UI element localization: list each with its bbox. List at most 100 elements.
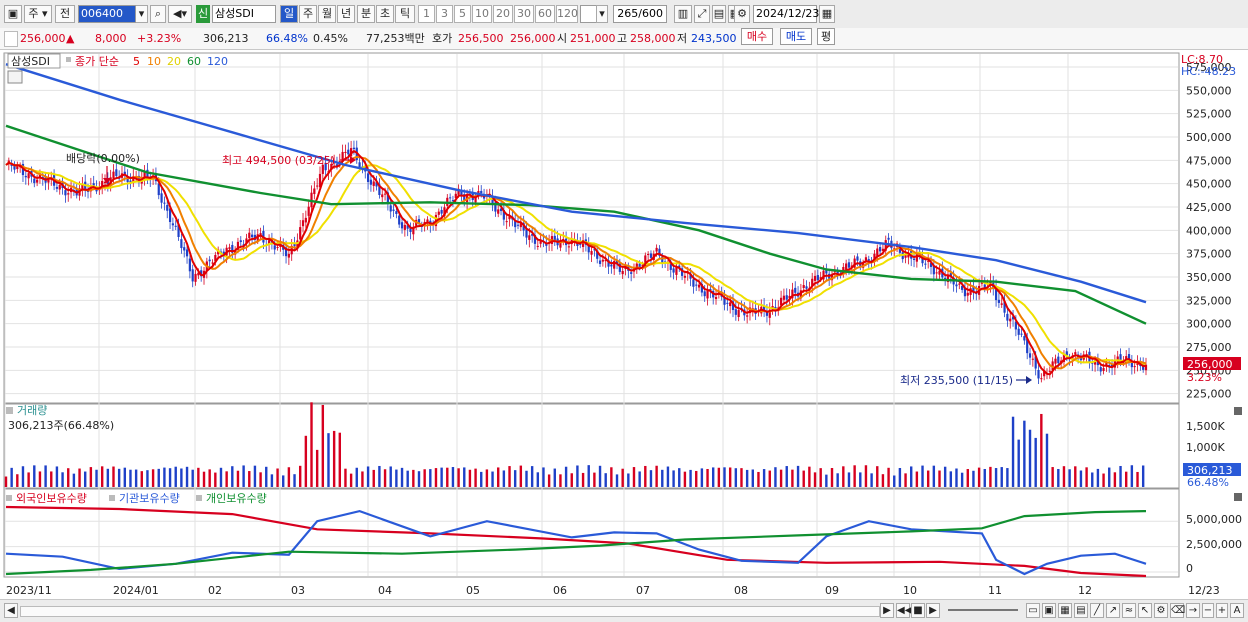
grid-icon[interactable]: ▤ (1074, 603, 1088, 618)
volume-bar (10, 467, 13, 487)
stock-name-tag[interactable] (7, 53, 61, 69)
minute-5[interactable]: 5 (454, 5, 471, 23)
volume-axis-1500k: 1,500K (1186, 420, 1225, 433)
scroll-left-icon[interactable]: ◀ (4, 603, 18, 618)
candle-body (1057, 356, 1060, 364)
x-label-06: 06 (553, 584, 567, 597)
candle-body (358, 162, 361, 169)
stock-chart[interactable]: 575,000 550,000 525,000 500,000 475,000 450,0… (0, 50, 1248, 599)
calendar-icon[interactable]: ▦ (819, 5, 835, 23)
buy-button[interactable]: 매수 (741, 28, 773, 45)
settings-icon[interactable]: ⚙ (1154, 603, 1168, 618)
stock-name-field[interactable]: 삼성SDI (212, 5, 276, 23)
plus-icon[interactable]: + (1216, 603, 1228, 618)
candle-body (618, 263, 621, 272)
holdings-close-icon[interactable] (1234, 493, 1242, 501)
scope-select[interactable]: 전 (55, 5, 75, 23)
candle-body (92, 183, 95, 186)
volume-bar (615, 474, 619, 487)
candle-icon[interactable]: ▥ (674, 5, 692, 23)
tab-month[interactable]: 월 (318, 5, 336, 23)
candle-body (980, 282, 984, 284)
volume-bar (926, 470, 930, 487)
zoom-out-icon[interactable]: ▭ (1026, 603, 1040, 618)
split-icon[interactable]: ▤ (712, 5, 726, 23)
table-icon[interactable] (7, 70, 23, 84)
draw-line-icon[interactable]: ╱ (1090, 603, 1104, 618)
price-axis-label: 350,000 (1186, 271, 1232, 284)
count-field[interactable]: 265/600 (613, 5, 667, 23)
arrow-icon[interactable]: → (1186, 603, 1200, 618)
custom-period-dropdown-icon[interactable]: ▾ (596, 5, 608, 23)
x-label-04: 04 (378, 584, 392, 597)
zoom-in-icon[interactable]: ▣ (1042, 603, 1056, 618)
candle-body (166, 204, 169, 211)
volume-close-icon[interactable] (1234, 407, 1242, 415)
candle-body (406, 225, 409, 229)
minute-30[interactable]: 30 (514, 5, 534, 23)
volume-bar (700, 468, 704, 487)
code-dropdown-icon[interactable]: ▾ (136, 5, 148, 23)
speaker-icon[interactable]: ◀▾ (168, 5, 192, 23)
pointer-icon[interactable]: ↖ (1138, 603, 1152, 618)
minute-20[interactable]: 20 (493, 5, 513, 23)
stop-icon[interactable]: ■ (911, 603, 925, 618)
tab-week[interactable]: 주 (299, 5, 317, 23)
zoom-slider[interactable] (948, 609, 1018, 611)
search-icon[interactable]: ⌕ (150, 5, 166, 23)
tab-day[interactable]: 일 (280, 5, 298, 23)
tab-year[interactable]: 년 (337, 5, 355, 23)
candle-body (417, 219, 421, 224)
erase-icon[interactable]: ⌫ (1170, 603, 1186, 618)
trend-icon[interactable]: ↗ (1106, 603, 1120, 618)
volume-bar (842, 466, 845, 487)
candle-body (316, 185, 319, 187)
minute-60[interactable]: 60 (535, 5, 555, 23)
play-icon[interactable]: ▶ (926, 603, 940, 618)
tab-second[interactable]: 초 (376, 5, 394, 23)
candle-body (284, 247, 288, 257)
volume-bar (819, 468, 822, 487)
layout-icon[interactable]: ▦ (1058, 603, 1072, 618)
candle-body (658, 248, 661, 256)
volume-bars (4, 402, 1145, 487)
sell-button[interactable]: 매도 (780, 28, 812, 45)
minute-1[interactable]: 1 (418, 5, 435, 23)
candle-body (451, 200, 455, 202)
candle-body (1014, 321, 1017, 330)
bottom-toolbar: ◀ ▶ ◀◀ ■ ▶ ▭ ▣ ▦ ▤ ╱ ↗ ≈ ↖ ⚙ ⌫ → − + A (0, 599, 1248, 622)
tab-minute[interactable]: 분 (357, 5, 375, 23)
period-type-select[interactable]: 주 ▾ (24, 5, 52, 23)
volume-bar (310, 402, 313, 487)
volume-bar (344, 468, 347, 487)
date-input[interactable]: 2024/12/23 (753, 5, 819, 23)
minus-icon[interactable]: − (1202, 603, 1214, 618)
scroll-right-icon[interactable]: ▶ (880, 603, 894, 618)
window-menu-icon[interactable]: ▣ (4, 5, 22, 23)
eval-button[interactable]: 평 (817, 28, 835, 45)
rewind-icon[interactable]: ◀◀ (896, 603, 913, 618)
candle-body (539, 240, 542, 244)
collapse-icon[interactable] (4, 31, 18, 47)
candle-body (522, 223, 525, 231)
minute-3[interactable]: 3 (436, 5, 453, 23)
volume-bar (457, 468, 460, 487)
tab-tick[interactable]: 틱 (395, 5, 415, 23)
volume-bar (4, 476, 8, 487)
compare-icon[interactable]: ⤢ (694, 5, 710, 23)
candle-body (443, 207, 446, 216)
minute-120[interactable]: 120 (556, 5, 578, 23)
holdings-axis-0: 0 (1186, 562, 1193, 575)
horizontal-scrollbar[interactable] (20, 606, 880, 617)
font-icon[interactable]: A (1230, 603, 1244, 618)
volume-bar (757, 471, 760, 487)
fib-icon[interactable]: ≈ (1122, 603, 1136, 618)
candle-body (559, 241, 562, 248)
stock-code-input[interactable]: 006400 (78, 5, 136, 23)
volume-bar (994, 468, 998, 487)
minute-10[interactable]: 10 (472, 5, 492, 23)
x-label-02: 02 (208, 584, 222, 597)
gear-icon[interactable]: ⚙ (734, 5, 750, 23)
candle-body (966, 292, 969, 296)
volume-bar (434, 468, 438, 487)
